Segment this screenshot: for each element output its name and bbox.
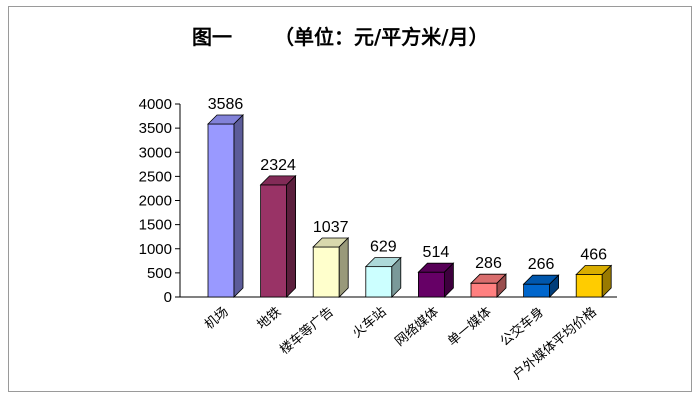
bar: [575, 264, 613, 298]
data-label: 466: [580, 247, 607, 264]
category-label: 火车站: [349, 304, 389, 341]
bar: [259, 174, 297, 298]
bar-side: [443, 262, 454, 298]
category-label: 网络媒体: [392, 304, 442, 350]
bar-side: [496, 273, 507, 298]
bar: [207, 114, 244, 298]
y-tick-label: 1500: [139, 217, 172, 234]
bar-chart: 图一 （单位：元/平方米/月） 0 500 1000 1500 2000 2500 3000…: [139, 25, 617, 383]
bar-side: [549, 274, 559, 298]
y-tick-label: 0: [164, 289, 172, 306]
bar-front: [260, 184, 288, 298]
data-label: 266: [528, 256, 555, 273]
bar-front: [365, 266, 393, 298]
bar-side: [391, 256, 402, 298]
category-label: 单一媒体: [445, 305, 494, 350]
bar-side: [338, 236, 349, 298]
bar-front: [417, 271, 445, 298]
bar: [364, 256, 402, 298]
category-label: 楼车等广告: [277, 304, 337, 358]
bar-front: [470, 282, 498, 298]
chart-frame: 图一 （单位：元/平方米/月） 0 500 1000 1500 2000 2500 3000…: [8, 6, 692, 392]
category-label: 公交车身: [497, 304, 547, 350]
bar: [522, 274, 560, 298]
y-tick-label: 2500: [139, 168, 172, 185]
bar-front: [575, 274, 603, 298]
data-label: 3586: [208, 96, 244, 113]
bar-front: [312, 246, 340, 298]
y-tick-label: 2000: [139, 193, 172, 210]
bar-side: [233, 114, 244, 298]
data-label: 514: [423, 244, 450, 261]
y-tick-label: 500: [147, 265, 172, 282]
bar-side: [601, 264, 612, 298]
data-labels: 3586 2324 1037 629 514 286 266 466: [208, 96, 607, 273]
category-label: 机场: [202, 305, 232, 333]
bar-front: [523, 283, 550, 298]
data-label: 2324: [260, 157, 296, 174]
bar: [470, 273, 507, 298]
axes: 0 500 1000 1500 2000 2500 3000 3500 4000: [139, 96, 617, 306]
data-label: 629: [370, 239, 397, 256]
y-tick-label: 4000: [139, 96, 172, 113]
bar-front: [207, 123, 235, 298]
y-tick-label: 3500: [139, 120, 172, 137]
data-label: 286: [475, 255, 502, 272]
category-label: 地铁: [255, 305, 285, 333]
bar-side: [286, 174, 297, 298]
chart-title: 图一: [192, 25, 232, 49]
bars: [207, 114, 613, 298]
bar: [417, 262, 455, 298]
chart-subtitle: （单位：元/平方米/月）: [274, 25, 489, 49]
y-tick-label: 3000: [139, 144, 172, 161]
data-label: 1037: [313, 219, 349, 236]
bar: [312, 236, 350, 298]
y-tick-label: 1000: [139, 241, 172, 258]
